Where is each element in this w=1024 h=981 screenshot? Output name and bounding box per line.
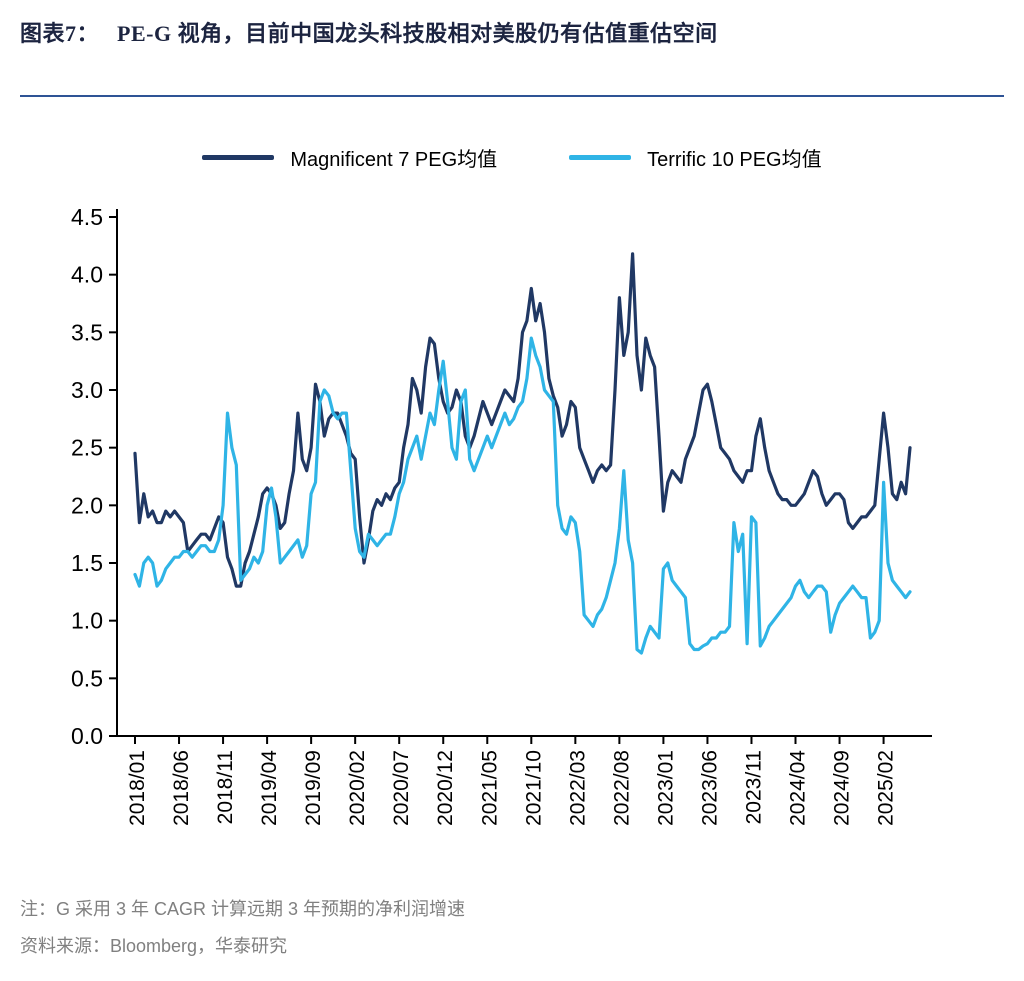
svg-text:0.5: 0.5 [71,665,103,691]
svg-text:2.0: 2.0 [71,492,103,518]
svg-text:3.5: 3.5 [71,319,103,345]
legend-label-magnificent7: Magnificent 7 PEG均值 [290,149,498,171]
svg-text:2019/09: 2019/09 [302,750,325,826]
svg-text:1.0: 1.0 [71,608,103,634]
lightblue-line-swatch-icon [569,155,632,160]
svg-text:2024/09: 2024/09 [831,750,854,826]
svg-text:2023/11: 2023/11 [742,750,765,824]
chart-legend: Magnificent 7 PEG均值 Terrific 10 PEG均值 [0,143,1024,172]
svg-text:4.0: 4.0 [71,262,103,288]
svg-text:2020/12: 2020/12 [434,750,457,826]
svg-text:2019/04: 2019/04 [258,750,281,826]
legend-label-terrific10: Terrific 10 PEG均值 [647,149,822,171]
chart-source: 资料来源：Bloomberg，华泰研究 [20,936,288,956]
chart-title-text: PE-G 视角，目前中国龙头科技股相对美股仍有估值重估空间 [117,21,718,46]
navy-line-swatch-icon [202,155,275,160]
svg-text:2024/04: 2024/04 [787,750,810,826]
svg-text:2018/06: 2018/06 [170,750,193,826]
chart-number-label: 图表7： [20,21,100,46]
svg-text:2023/01: 2023/01 [654,750,677,826]
svg-text:2022/03: 2022/03 [566,750,589,826]
svg-text:2023/06: 2023/06 [698,750,721,826]
svg-text:2021/05: 2021/05 [478,750,501,826]
svg-text:2025/02: 2025/02 [875,750,898,826]
svg-text:2022/08: 2022/08 [610,750,633,826]
svg-text:0.0: 0.0 [71,723,103,749]
svg-text:2021/10: 2021/10 [522,750,545,826]
svg-text:3.0: 3.0 [71,377,103,403]
svg-text:2018/11: 2018/11 [214,750,237,824]
svg-text:2.5: 2.5 [71,435,103,461]
svg-text:2020/02: 2020/02 [346,750,369,826]
chart-footnote: 注：G 采用 3 年 CAGR 计算远期 3 年预期的净利润增速 [20,899,466,919]
title-divider-rule [20,95,1004,97]
peg-line-chart: 0.0 0.5 1.0 1.5 2.0 2.5 3.0 3.5 4.0 4.5 2018/01 201… [71,204,932,826]
svg-text:2020/07: 2020/07 [390,750,413,826]
svg-text:1.5: 1.5 [71,550,103,576]
legend-item-magnificent7: Magnificent 7 PEG均值 [202,143,497,172]
legend-item-terrific10: Terrific 10 PEG均值 [569,143,822,172]
svg-text:4.5: 4.5 [71,204,103,230]
svg-text:2018/01: 2018/01 [126,750,149,826]
chart-title: 图表7： PE-G 视角，目前中国龙头科技股相对美股仍有估值重估空间 [20,16,718,48]
